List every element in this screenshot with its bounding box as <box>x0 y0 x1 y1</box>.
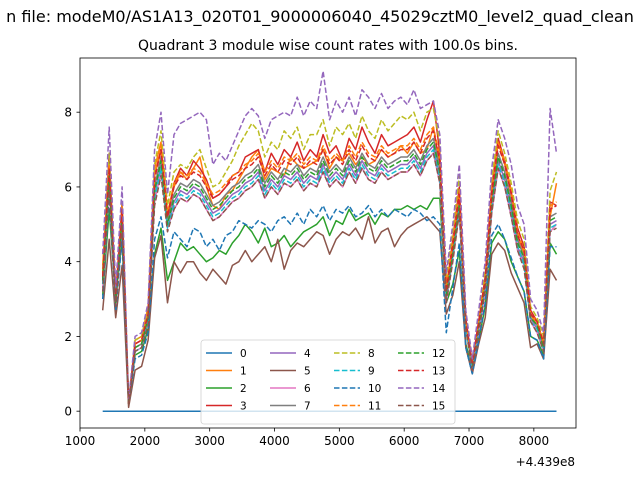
legend-label-12: 12 <box>432 348 445 360</box>
x-tick-label: 4000 <box>259 434 290 448</box>
chart-title: Quadrant 3 module wise count rates with … <box>138 38 518 54</box>
legend-label-3: 3 <box>240 401 247 413</box>
x-tick-label: 1000 <box>65 434 96 448</box>
legend-label-4: 4 <box>304 348 311 360</box>
x-tick-label: 8000 <box>519 434 550 448</box>
x-tick-label: 2000 <box>130 434 161 448</box>
legend-label-7: 7 <box>304 401 311 413</box>
y-tick-label: 4 <box>64 255 72 269</box>
x-tick-label: 6000 <box>389 434 420 448</box>
series-line-15 <box>101 152 557 405</box>
series-lines <box>101 70 558 412</box>
x-tick-label: 5000 <box>324 434 355 448</box>
series-line-5 <box>101 216 558 409</box>
legend-label-0: 0 <box>240 348 247 360</box>
y-tick-label: 8 <box>64 106 72 120</box>
series-line-10 <box>101 193 557 405</box>
legend-label-14: 14 <box>432 383 446 395</box>
legend-box <box>200 339 456 425</box>
plot-area: 1000 2000 3000 4000 5000 6000 7000 800002468012… <box>64 57 577 448</box>
legend-label-11: 11 <box>368 401 381 413</box>
y-tick-label: 2 <box>64 330 72 344</box>
axes-frame <box>79 57 577 429</box>
legend-label-13: 13 <box>432 366 445 378</box>
legend-label-10: 10 <box>368 383 381 395</box>
x-tick-label: 7000 <box>454 434 485 448</box>
legend-label-5: 5 <box>304 366 311 378</box>
y-tick-label: 0 <box>64 405 72 419</box>
series-line-13 <box>101 130 557 405</box>
legend-label-15: 15 <box>432 401 445 413</box>
legend-label-2: 2 <box>240 383 247 395</box>
legend-label-6: 6 <box>304 383 311 395</box>
legend-label-1: 1 <box>240 366 247 378</box>
x-tick-label: 3000 <box>194 434 225 448</box>
legend-label-8: 8 <box>368 348 375 360</box>
x-offset-label: +4.439e8 <box>516 455 575 469</box>
legend-label-9: 9 <box>368 366 375 378</box>
series-line-14 <box>101 70 558 401</box>
y-tick-label: 6 <box>64 180 72 194</box>
figure-suptitle: n file: modeM0/AS1A13_020T01_9000006040_… <box>6 7 634 27</box>
